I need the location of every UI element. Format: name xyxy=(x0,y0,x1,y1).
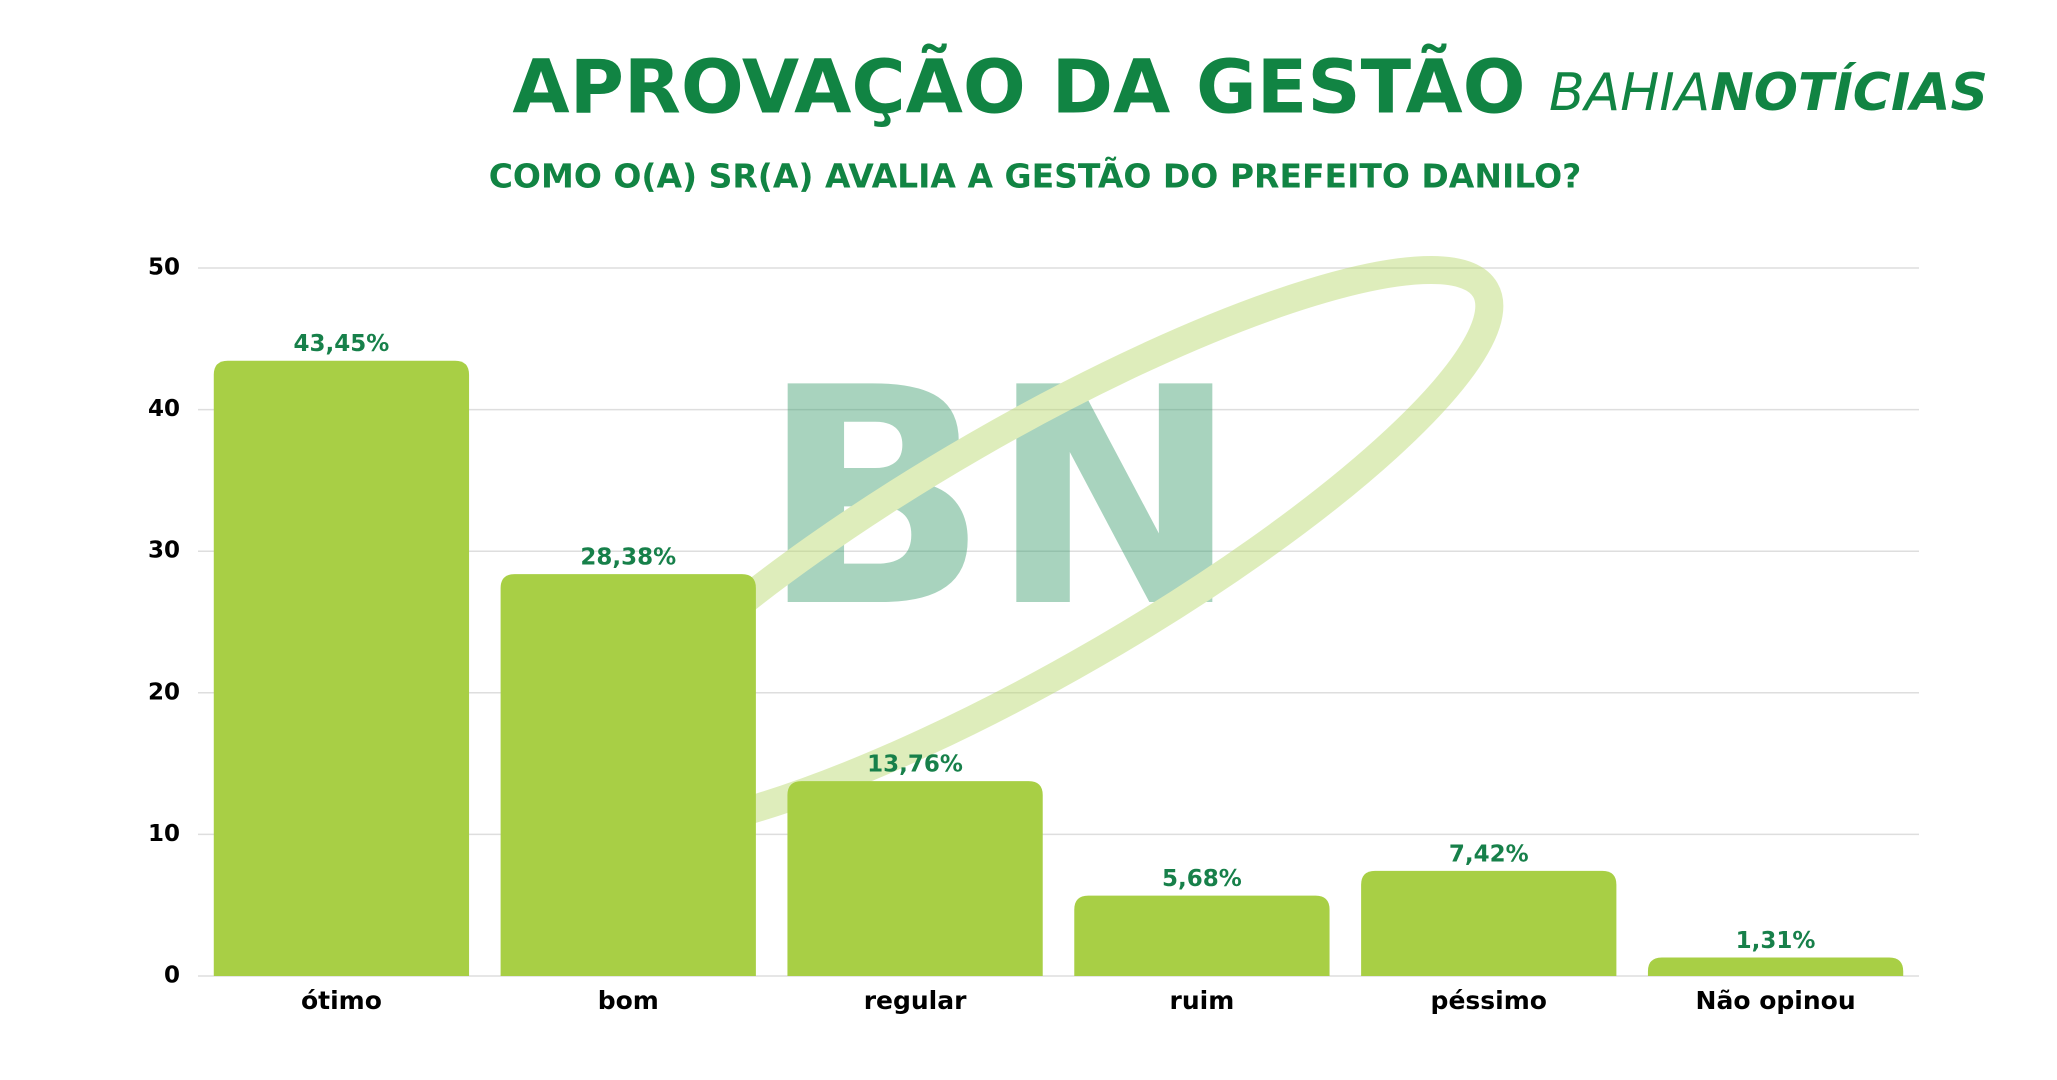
x-tick-label: péssimo xyxy=(1431,986,1547,1015)
value-label: 5,68% xyxy=(1162,866,1242,892)
value-label: 7,42% xyxy=(1449,841,1529,867)
y-tick-label: 40 xyxy=(148,396,180,422)
brand-logo: BAHIANOTÍCIAS xyxy=(1549,62,1988,123)
y-tick-label: 50 xyxy=(148,255,180,281)
x-tick-label: ruim xyxy=(1170,986,1235,1015)
x-tick-label: Não opinou xyxy=(1696,986,1856,1015)
y-tick-label: 0 xyxy=(164,963,180,989)
x-tick-label: bom xyxy=(598,986,659,1015)
value-label: 28,38% xyxy=(580,545,676,571)
brand-part: NOTÍCIAS xyxy=(1710,62,1988,123)
value-label: 43,45% xyxy=(294,331,390,357)
x-tick-label: regular xyxy=(864,986,967,1015)
x-tick-label: ótimo xyxy=(301,986,382,1015)
value-label: 1,31% xyxy=(1736,928,1816,954)
plot xyxy=(198,267,1919,977)
y-tick-label: 10 xyxy=(148,821,180,847)
brand-part: BAHIA xyxy=(1549,63,1710,123)
chart-subtitle: COMO O(A) SR(A) AVALIA A GESTÃO DO PREFE… xyxy=(489,156,1582,196)
value-label: 13,76% xyxy=(867,752,963,778)
y-tick-label: 30 xyxy=(148,538,180,564)
bar xyxy=(500,574,756,976)
bar xyxy=(787,781,1043,976)
bar xyxy=(1074,895,1330,976)
bar xyxy=(213,360,470,976)
chart-title: APROVAÇÃO DA GESTÃO xyxy=(512,43,1525,131)
y-tick-label: 20 xyxy=(148,679,180,705)
bar xyxy=(1361,870,1617,976)
watermark-text: BN xyxy=(760,324,1240,673)
bar xyxy=(1647,957,1904,976)
